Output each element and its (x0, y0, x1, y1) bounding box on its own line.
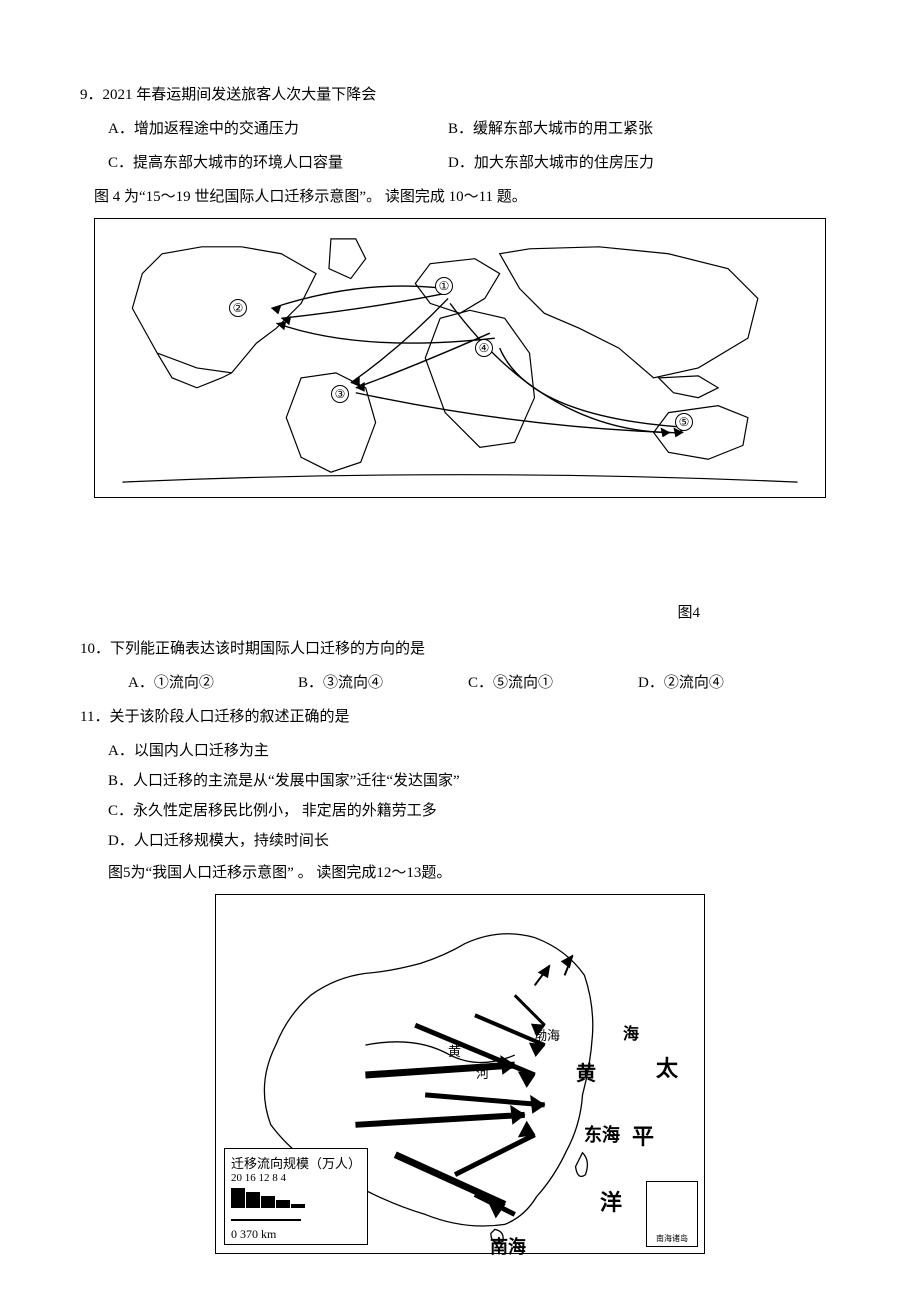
label-bohai: 渤海 (534, 1025, 560, 1044)
q10-option-d: D．②流向④ (638, 668, 808, 698)
q11-option-d: D．人口迁移规模大，持续时间长 (108, 826, 840, 856)
q11-option-a: A．以国内人口迁移为主 (108, 736, 840, 766)
label-pacific-tai: 太 (656, 1051, 678, 1083)
q10-text: 下列能正确表达该时期国际人口迁移的方向的是 (110, 641, 425, 657)
label-huanghe-1: 黄 (448, 1041, 461, 1060)
figure-5: 渤海 黄 东海 南海 海 太 平 洋 黄 河 迁移流向规模（万人） 20 16 … (215, 894, 705, 1254)
scale-bar (231, 1212, 361, 1227)
q11-number: 11． (80, 709, 109, 725)
q9-option-b: B．缓解东部大城市的用工紧张 (448, 114, 653, 144)
label-huanghe-2: 河 (476, 1063, 489, 1082)
legend: 迁移流向规模（万人） 20 16 12 8 4 0 370 km (224, 1148, 368, 1245)
q11-stem: 11．关于该阶段人口迁移的叙述正确的是 (80, 702, 840, 732)
q9-number: 9． (80, 87, 103, 103)
map-marker-5: ⑤ (675, 413, 693, 431)
scale-text: 0 370 km (231, 1227, 361, 1242)
q10-option-b: B．③流向④ (298, 668, 468, 698)
q11-option-c: C．永久性定居移民比例小， 非定居的外籍劳工多 (108, 796, 840, 826)
label-sea-column: 海 (616, 1025, 640, 1047)
q11-text: 关于该阶段人口迁移的叙述正确的是 (109, 709, 349, 725)
q9-options-row1: A．增加返程途中的交通压力 B．缓解东部大城市的用工紧张 (80, 114, 840, 144)
southsea-inset: 南海诸岛 (646, 1181, 698, 1247)
q9-stem: 9．2021 年春运期间发送旅客人次大量下降会 (80, 80, 840, 110)
q11-options: A．以国内人口迁移为主 B．人口迁移的主流是从“发展中国家”迁往“发达国家” C… (80, 736, 840, 856)
figure-4: ① ② ③ ④ ⑤ (94, 218, 826, 498)
q9-option-c: C．提高东部大城市的环境人口容量 (108, 148, 448, 178)
q10-option-a: A．①流向② (128, 668, 298, 698)
q10-options: A．①流向② B．③流向④ C．⑤流向① D．②流向④ (80, 668, 840, 698)
q11-option-b: B．人口迁移的主流是从“发展中国家”迁往“发达国家” (108, 766, 840, 796)
q9-options-row2: C．提高东部大城市的环境人口容量 D．加大东部大城市的住房压力 (80, 148, 840, 178)
map-marker-4: ④ (475, 339, 493, 357)
legend-bars (231, 1186, 361, 1208)
legend-values: 20 16 12 8 4 (231, 1172, 361, 1184)
q9-option-d: D．加大东部大城市的住房压力 (448, 148, 654, 178)
map-marker-3: ③ (331, 385, 349, 403)
fig5-intro: 图5为“我国人口迁移示意图” 。 读图完成12～13题。 (80, 858, 840, 888)
map-marker-1: ① (435, 277, 453, 295)
label-pacific-yang: 洋 (600, 1185, 622, 1217)
fig4-intro: 图 4 为“15～19 世纪国际人口迁移示意图”。 读图完成 10～11 题。 (80, 182, 840, 212)
q9-option-a: A．增加返程途中的交通压力 (108, 114, 448, 144)
q10-stem: 10．下列能正确表达该时期国际人口迁移的方向的是 (80, 634, 840, 664)
legend-title: 迁移流向规模（万人） (231, 1153, 361, 1172)
label-yellow-sea-1: 黄 (576, 1057, 596, 1086)
fig4-caption: 图4 (80, 598, 840, 628)
label-south-sea: 南海 (490, 1233, 526, 1259)
q10-number: 10． (80, 641, 110, 657)
label-pacific-ping: 平 (632, 1119, 654, 1151)
map-marker-2: ② (229, 299, 247, 317)
q9-text: 2021 年春运期间发送旅客人次大量下降会 (103, 87, 377, 103)
q10-option-c: C．⑤流向① (468, 668, 638, 698)
world-map-svg (95, 219, 825, 497)
inset-label: 南海诸岛 (656, 1233, 688, 1244)
label-east-sea: 东海 (584, 1121, 620, 1147)
